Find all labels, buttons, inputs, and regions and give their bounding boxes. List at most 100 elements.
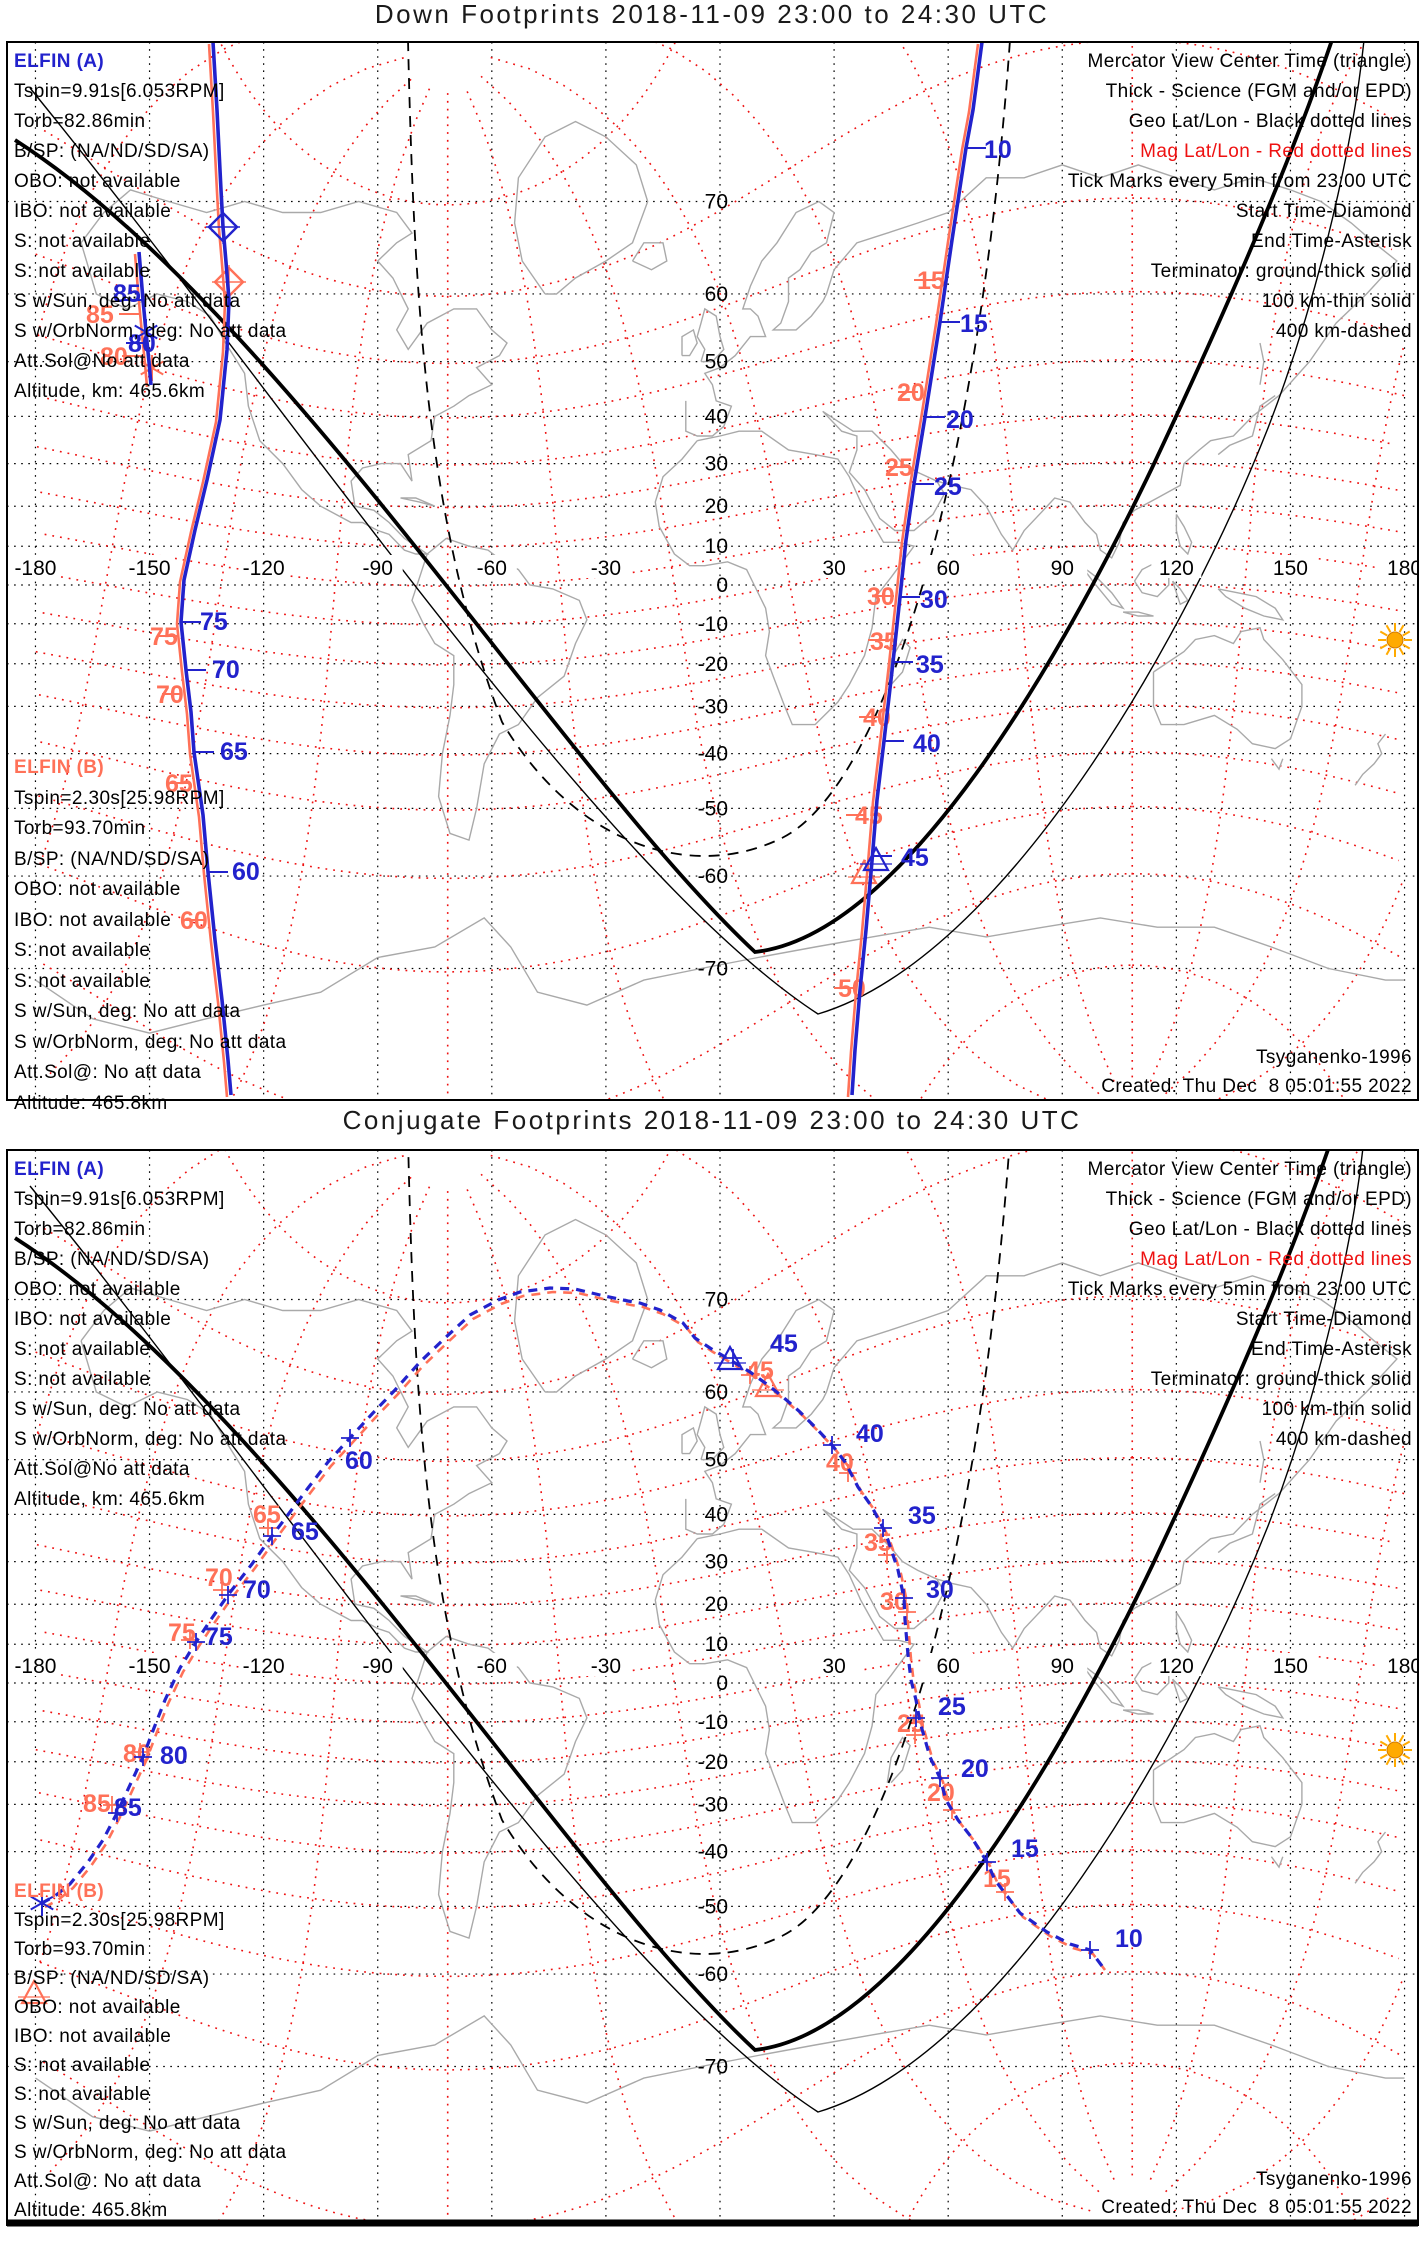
track-tick-label: 75 xyxy=(150,623,178,651)
legend-line: Tick Marks every 5min from 23:00 UTC xyxy=(1067,1279,1412,1300)
track-tick-label: 75 xyxy=(200,608,228,636)
lat-tick-label: 20 xyxy=(705,1593,728,1616)
track-tick-label: 60 xyxy=(180,907,208,935)
track-tick-label: 35 xyxy=(916,651,944,679)
track-tick-label: 35 xyxy=(864,1529,892,1557)
legend-line: Start Time-Diamond xyxy=(1235,1309,1412,1330)
info-line: S w/OrbNorm, deg: No att data xyxy=(14,321,287,342)
info-line: Torb=93.70min xyxy=(14,818,146,839)
end-asterisk-icon xyxy=(30,1890,54,1916)
info-line: S: not available xyxy=(14,2055,151,2076)
lat-tick-label: -30 xyxy=(698,1793,728,1816)
track-tick-label: 30 xyxy=(920,586,948,614)
track-tick-label: 25 xyxy=(885,454,913,482)
elfin-a-label: ELFIN (A) xyxy=(14,1159,105,1180)
panel-1-map: 1520253035404550757065608580101520253035… xyxy=(7,42,1418,1100)
lon-tick-label: -150 xyxy=(129,557,171,580)
lat-tick-label: -20 xyxy=(698,653,728,676)
legend-line: Mag Lat/Lon - Red dotted lines xyxy=(1140,141,1412,162)
info-line: Torb=82.86min xyxy=(14,111,146,132)
legend-line: Tick Marks every 5min from 23:00 UTC xyxy=(1067,171,1412,192)
info-line: IBO: not available xyxy=(14,201,172,222)
info-line: Altitude, km: 465.6km xyxy=(14,381,206,402)
lon-tick-label: -30 xyxy=(591,557,621,580)
info-line: Tspin=2.30s[25.98RPM] xyxy=(14,1910,225,1931)
legend-line: Thick - Science (FGM and/or EPD) xyxy=(1105,81,1412,102)
lon-tick-label: 120 xyxy=(1159,1655,1194,1678)
info-line: Att.Sol@: No att data xyxy=(14,1062,202,1083)
center-time-triangle-icon xyxy=(20,1978,48,2005)
track-tick-label: 15 xyxy=(917,267,945,295)
info-line: Tspin=2.30s[25.98RPM] xyxy=(14,787,225,809)
info-line: OBO: not available xyxy=(14,879,181,900)
track-tick-label: 65 xyxy=(220,738,248,766)
track-tick-label: 20 xyxy=(946,406,974,434)
lat-tick-label: 30 xyxy=(705,453,728,476)
info-line: Altitude: 465.8km xyxy=(14,1092,168,1114)
info-line: OBO: not available xyxy=(14,171,181,192)
lon-tick-label: -150 xyxy=(129,1655,171,1678)
legend-line: Mag Lat/Lon - Red dotted lines xyxy=(1140,1249,1412,1270)
lat-tick-label: -10 xyxy=(698,1711,728,1734)
lat-tick-label: 60 xyxy=(705,283,728,306)
track-tick-label: 25 xyxy=(938,1693,966,1721)
axis-labels: -180 -150 -120 -90 -60 -30 30 60 90 120 150 1807060… xyxy=(10,1288,1422,2079)
track-tick-label: 30 xyxy=(867,583,895,611)
terminator-curves xyxy=(13,1150,1364,2113)
lon-tick-label: 150 xyxy=(1273,557,1308,580)
track-tick-label: 60 xyxy=(345,1447,373,1475)
info-line: S: not available xyxy=(14,1369,151,1390)
track-tick-label: 70 xyxy=(156,681,184,709)
lon-tick-label: -60 xyxy=(477,557,507,580)
info-line: S w/OrbNorm, deg: No att data xyxy=(14,1031,287,1053)
lat-tick-label: 50 xyxy=(705,351,728,374)
info-line: S w/Sun, deg: No att data xyxy=(14,2113,241,2134)
lon-tick-label: 90 xyxy=(1051,1655,1074,1678)
lat-tick-label: -60 xyxy=(698,865,728,888)
track-tick-label: 15 xyxy=(1011,1835,1039,1863)
track-tick-label: 60 xyxy=(232,858,260,886)
lon-tick-label: -90 xyxy=(363,557,393,580)
legend-line: End Time-Asterisk xyxy=(1251,231,1412,252)
lat-tick-label: -50 xyxy=(698,797,728,820)
legend-line: Mercator View Center Time (triangle) xyxy=(1087,1159,1412,1180)
track-tick-label: 85 xyxy=(113,280,141,308)
lat-tick-label: 10 xyxy=(705,1633,728,1656)
track-tick-label: 20 xyxy=(897,379,925,407)
track-tick-label: 45 xyxy=(855,802,883,830)
track-tick-label: 85 xyxy=(86,301,114,329)
track-tick-label: 20 xyxy=(961,1755,989,1783)
lat-tick-label: -60 xyxy=(698,1963,728,1986)
info-line: S w/Sun, deg: No att data xyxy=(14,291,241,312)
track-tick-label: 40 xyxy=(856,1420,884,1448)
credit-created: Created: Thu Dec 8 05:01:55 2022 xyxy=(1101,1076,1412,1097)
lon-tick-label: -60 xyxy=(477,1655,507,1678)
axis-labels: -180 -150 -120 -90 -60 -30 30 60 90 120 150 1807060… xyxy=(10,190,1418,981)
info-line: B/SP: (NA/ND/SD/SA) xyxy=(14,1968,210,1989)
lat-tick-label: -10 xyxy=(698,613,728,636)
center-time-triangle-icon xyxy=(716,1344,744,1371)
info-line: S: not available xyxy=(14,970,151,992)
track-tick-label: 70 xyxy=(212,656,240,684)
track-tick-label: 85 xyxy=(114,1794,142,1822)
track-tick-label: 80 xyxy=(160,1742,188,1770)
track-tick-label: 65 xyxy=(165,770,193,798)
info-line: Tspin=9.91s[6.053RPM] xyxy=(14,1189,225,1210)
legend-line: Geo Lat/Lon - Black dotted lines xyxy=(1128,1219,1412,1240)
lon-tick-label: 180 xyxy=(1387,1655,1422,1678)
track-tick-label: 15 xyxy=(960,310,988,338)
lat-tick-label: 70 xyxy=(705,190,728,213)
coastlines xyxy=(35,120,1405,1034)
legend-line: 100 km-thin solid xyxy=(1261,291,1412,312)
panel-title: Conjugate Footprints 2018-11-09 23:00 to… xyxy=(342,1105,1082,1135)
legend-line: Thick - Science (FGM and/or EPD) xyxy=(1105,1189,1412,1210)
legend-line: Geo Lat/Lon - Black dotted lines xyxy=(1128,111,1412,132)
center-time-triangle-icon xyxy=(754,1371,782,1398)
center-time-triangle-icon xyxy=(862,845,890,872)
lon-tick-label: -180 xyxy=(14,1655,56,1678)
lat-tick-label: -40 xyxy=(698,743,728,766)
lat-tick-label: 30 xyxy=(705,1551,728,1574)
lat-tick-label: 0 xyxy=(716,574,728,597)
